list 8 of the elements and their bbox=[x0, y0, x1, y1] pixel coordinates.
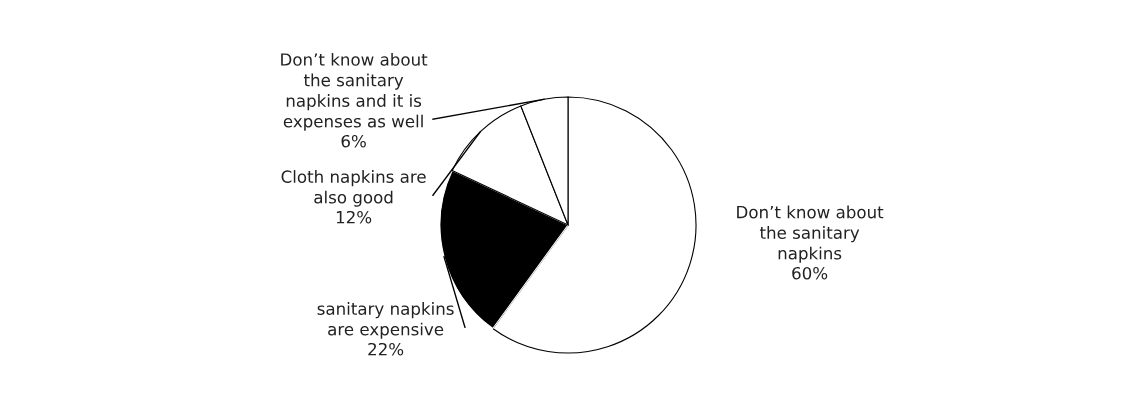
data-label: 60% bbox=[792, 266, 828, 280]
slice-label: Don’t know about the sanitary napkins and it is expenses as well bbox=[281, 52, 428, 131]
data-label: 22% bbox=[368, 342, 404, 356]
data-label: 12% bbox=[336, 210, 372, 224]
slice-label: Don’t know about the sanitary napkins bbox=[737, 205, 884, 263]
slice-label: Cloth napkins are also good bbox=[281, 170, 426, 207]
data-label: 6% bbox=[341, 134, 366, 148]
slice-label: sanitary napkins are expensive bbox=[317, 302, 454, 339]
